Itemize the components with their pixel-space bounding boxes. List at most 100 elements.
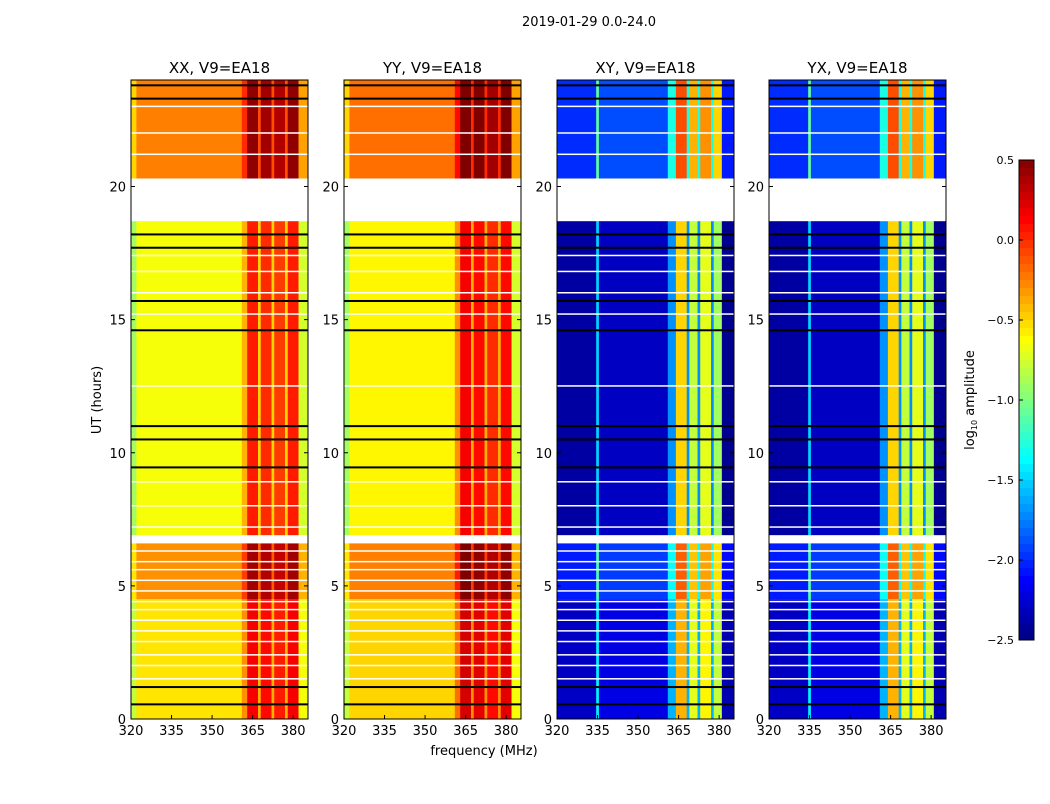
flagged-row xyxy=(131,438,308,441)
blank-row xyxy=(131,630,308,632)
flagged-row xyxy=(131,84,308,87)
heatmap-cell xyxy=(912,599,924,719)
flagged-row xyxy=(131,246,308,249)
x-tick-label: 350 xyxy=(626,724,651,739)
heatmap-cell xyxy=(711,80,715,179)
heatmap-cell xyxy=(769,221,809,536)
heatmap-cell xyxy=(769,80,809,179)
colorbar-swatch xyxy=(1019,256,1034,265)
y-tick-label: 20 xyxy=(747,181,764,196)
heatmap-cell xyxy=(454,80,461,179)
x-tick-label: 335 xyxy=(585,724,610,739)
heatmap-cell xyxy=(473,543,485,600)
heatmap-cell xyxy=(925,543,935,600)
colorbar-swatch xyxy=(1019,216,1034,225)
blank-row xyxy=(344,640,521,643)
blank-row xyxy=(557,313,734,315)
flagged-row xyxy=(769,329,946,332)
colorbar-swatch xyxy=(1019,200,1034,209)
flagged-row xyxy=(131,97,308,100)
colorbar-swatch xyxy=(1019,312,1034,321)
heatmap-cell xyxy=(274,221,286,536)
heatmap-cell xyxy=(689,80,698,179)
x-tick-label: 365 xyxy=(878,724,903,739)
heatmap-cell xyxy=(697,80,701,179)
x-tick-label: 380 xyxy=(707,724,732,739)
blank-row xyxy=(769,630,946,632)
heatmap-cell xyxy=(247,221,259,536)
colorbar-label: log10 amplitude xyxy=(963,350,979,450)
colorbar-swatch xyxy=(1019,456,1034,465)
heatmap-cell xyxy=(675,80,688,179)
heatmap-cell xyxy=(808,543,812,600)
heatmap-cell xyxy=(901,80,910,179)
colorbar-swatch xyxy=(1019,400,1034,409)
blank-row xyxy=(557,270,734,273)
x-tick-label: 335 xyxy=(797,724,822,739)
x-tick-label: 350 xyxy=(838,724,863,739)
blank-row xyxy=(344,630,521,632)
data-gap xyxy=(131,535,308,544)
heatmap-cell xyxy=(260,221,272,536)
heatmap-cell xyxy=(898,599,902,719)
flagged-row xyxy=(769,686,946,689)
heatmap-cell xyxy=(471,80,475,179)
flagged-row xyxy=(769,97,946,100)
heatmap-cell xyxy=(258,543,262,600)
colorbar-swatch xyxy=(1019,616,1034,625)
blank-row xyxy=(131,153,308,156)
x-tick-label: 380 xyxy=(919,724,944,739)
heatmap-cell xyxy=(344,221,350,536)
y-tick-label: 0 xyxy=(756,713,764,728)
heatmap-cell xyxy=(887,543,900,600)
blank-row xyxy=(131,254,308,257)
heatmap-cell xyxy=(879,221,889,536)
x-tick-label: 320 xyxy=(757,724,782,739)
heatmap-cell xyxy=(247,543,259,600)
colorbar-swatch xyxy=(1019,448,1034,457)
heatmap-cell xyxy=(260,543,272,600)
x-tick-label: 320 xyxy=(332,724,357,739)
heatmap-cell xyxy=(925,599,935,719)
blank-row xyxy=(344,568,521,571)
blank-row xyxy=(344,526,521,528)
heatmap-cell xyxy=(498,80,502,179)
colorbar-swatch xyxy=(1019,576,1034,585)
heatmap-cell xyxy=(247,80,259,179)
blank-row xyxy=(769,568,946,571)
blank-row xyxy=(769,385,946,387)
panel-title: XY, V9=EA18 xyxy=(595,59,695,77)
heatmap-cell xyxy=(454,543,461,600)
heatmap-cell xyxy=(498,221,502,536)
blank-row xyxy=(557,568,734,571)
x-tick-label: 350 xyxy=(413,724,438,739)
flagged-row xyxy=(557,703,734,706)
heatmap-cell xyxy=(460,543,472,600)
panel-title: YX, V9=EA18 xyxy=(806,59,907,77)
flagged-row xyxy=(344,686,521,689)
heatmap-cell xyxy=(689,543,698,600)
heatmap-cell xyxy=(258,599,262,719)
blank-row xyxy=(769,292,946,294)
blank-row xyxy=(557,640,734,643)
colorbar-swatch xyxy=(1019,232,1034,241)
heatmap-cell xyxy=(721,543,735,600)
blank-row xyxy=(557,254,734,257)
data-gap xyxy=(131,178,308,222)
blank-row xyxy=(344,608,521,611)
blank-row xyxy=(769,132,946,134)
blank-row xyxy=(131,560,308,563)
colorbar-swatch xyxy=(1019,552,1034,561)
blank-row xyxy=(557,385,734,387)
blank-row xyxy=(344,590,521,592)
heatmap-cell xyxy=(667,80,677,179)
heatmap-cell xyxy=(298,221,309,536)
blank-row xyxy=(769,664,946,667)
heatmap-cell xyxy=(454,221,461,536)
heatmap-cell xyxy=(909,543,913,600)
blank-row xyxy=(557,590,734,592)
heatmap-cell xyxy=(247,599,259,719)
colorbar-swatch xyxy=(1019,192,1034,201)
heatmap-cell xyxy=(460,80,472,179)
blank-row xyxy=(131,550,308,552)
